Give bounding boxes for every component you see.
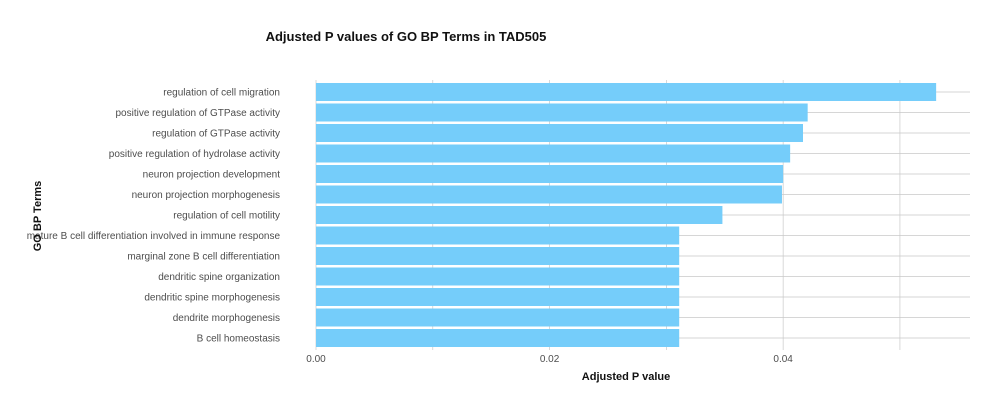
bar — [316, 165, 784, 183]
x-tick-labels: 0.00 0.02 0.04 — [306, 354, 793, 365]
category-label: dendritic spine organization — [158, 272, 280, 283]
category-label: neuron projection morphogenesis — [132, 190, 280, 201]
x-axis-title: Adjusted P value — [582, 371, 670, 383]
bar — [316, 144, 791, 163]
bar — [316, 329, 680, 347]
bars — [316, 83, 937, 347]
x-tick-label: 0.04 — [773, 354, 793, 365]
bar — [316, 308, 680, 327]
bar — [316, 247, 680, 265]
category-label: positive regulation of GTPase activity — [115, 108, 280, 119]
bar — [316, 185, 782, 204]
category-label: regulation of GTPase activity — [152, 129, 280, 140]
bar — [316, 83, 937, 101]
category-label: dendrite morphogenesis — [173, 313, 280, 324]
x-tick-label: 0.02 — [540, 354, 560, 365]
category-label: regulation of cell motility — [173, 211, 280, 222]
bar — [316, 288, 680, 306]
category-label: dendritic spine morphogenesis — [144, 293, 280, 304]
category-label: B cell homeostasis — [197, 334, 280, 345]
bar — [316, 206, 723, 224]
bar — [316, 267, 680, 286]
category-label: marginal zone B cell differentiation — [127, 252, 280, 263]
category-label: neuron projection development — [143, 170, 281, 181]
x-tick-label: 0.00 — [306, 354, 326, 365]
category-label: positive regulation of hydrolase activit… — [109, 149, 280, 160]
bar — [316, 103, 808, 122]
y-axis-title: GO BP Terms — [32, 181, 44, 252]
category-labels: regulation of cell migration positive reg… — [27, 88, 281, 345]
chart-title: Adjusted P values of GO BP Terms in TAD5… — [266, 29, 547, 44]
bar — [316, 226, 680, 245]
category-label: regulation of cell migration — [163, 88, 280, 99]
category-label: mature B cell differentiation involved i… — [27, 231, 281, 242]
bar — [316, 124, 803, 142]
